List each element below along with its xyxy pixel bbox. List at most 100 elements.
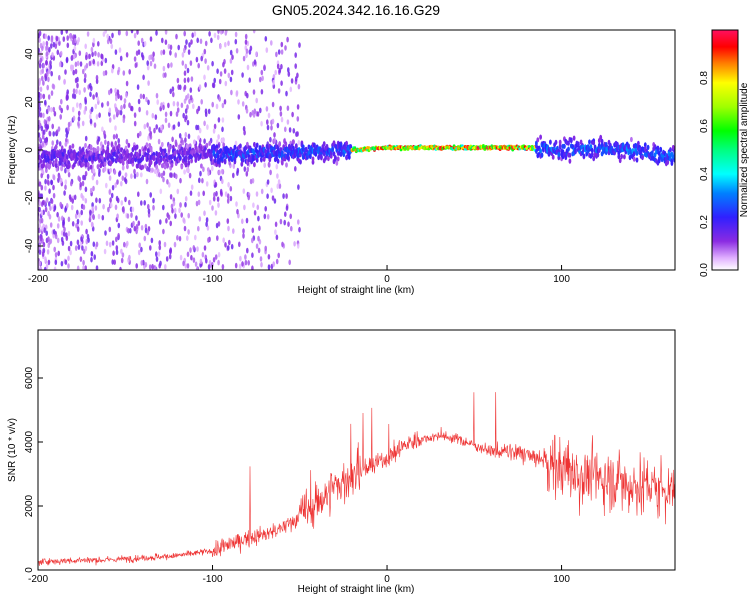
spectrogram-cell — [184, 137, 187, 143]
spectrogram-cell — [164, 30, 168, 35]
spectrogram-cell — [86, 233, 90, 240]
spectrogram-cell — [42, 112, 45, 119]
spectrogram-cell — [125, 52, 129, 58]
spectrogram-cell — [126, 149, 129, 155]
spectrogram-cell — [39, 235, 43, 242]
spectrogram-cell — [86, 31, 90, 37]
spectrogram-cell — [117, 143, 121, 149]
spectrogram-cell — [294, 166, 297, 172]
spectrogram-cell — [239, 143, 242, 149]
spectrogram-cell — [148, 264, 152, 270]
spectrogram-cell — [207, 264, 211, 270]
spectrogram-cell — [216, 34, 220, 41]
spectrogram-cell — [42, 41, 45, 47]
spectrogram-cell — [97, 41, 100, 47]
spectrogram-cell — [51, 140, 54, 146]
spectrogram-cell — [89, 210, 92, 216]
spectrogram-cell — [252, 202, 255, 208]
spectrogram-cell — [40, 184, 44, 191]
spectrogram-cell — [324, 155, 327, 161]
spectrogram-cell — [49, 60, 52, 66]
spectrogram-cell — [281, 241, 284, 248]
spectrogram-cell — [65, 95, 69, 101]
spectrogram-cell — [251, 227, 255, 234]
spectrogram-cell — [185, 114, 188, 121]
spectrogram-cell — [203, 120, 206, 127]
spectrogram-cell — [269, 136, 272, 143]
spectrogram-cell — [232, 163, 236, 169]
spectrogram-cell — [57, 250, 60, 257]
spectrogram-cell — [168, 253, 172, 260]
spectrogram-cell — [160, 172, 164, 179]
spectrogram-cell — [95, 197, 98, 203]
spectrogram-cell — [48, 130, 51, 137]
spectrogram-cell — [242, 55, 246, 62]
spectrogram-cell — [162, 170, 166, 176]
spectrogram-cell — [193, 31, 197, 37]
spectrogram-cell — [115, 245, 119, 251]
colorbar-tick-label: 0.8 — [699, 71, 710, 85]
spectrogram-cell — [284, 141, 288, 147]
spectrogram-cell — [229, 58, 233, 64]
spectrogram-cell — [671, 144, 675, 151]
spectrogram-cell — [253, 108, 257, 114]
spectrogram-cell — [217, 134, 220, 140]
spectrogram-cell — [48, 188, 51, 194]
spectrogram-cell — [288, 127, 292, 133]
spectrogram-cell — [241, 72, 244, 78]
spectrogram-cell — [106, 33, 109, 40]
spectrogram-cell — [46, 249, 50, 255]
spectrogram-cell — [280, 63, 283, 70]
spectrogram-cell — [176, 235, 179, 241]
spectrogram-cell — [65, 30, 68, 34]
spectrogram-cell — [286, 105, 290, 111]
spectrogram-cell — [242, 125, 246, 132]
spectrogram-cell — [40, 210, 44, 216]
spectrogram-cell — [345, 155, 348, 161]
spectrogram-cell — [142, 93, 145, 100]
spectrogram-cell — [128, 254, 131, 261]
spectrogram-cell — [279, 218, 283, 225]
spectrogram-cell — [284, 126, 287, 133]
spectrogram-cell — [64, 69, 67, 75]
spectrogram-cell — [153, 63, 157, 69]
spectrogram-cell — [169, 110, 173, 117]
spectrogram-cell — [261, 75, 264, 82]
spectrogram-cell — [275, 51, 278, 58]
spectrogram-cell — [180, 102, 184, 109]
spectrogram-cell — [189, 190, 193, 196]
spectrogram-cell — [60, 98, 63, 105]
spectrogram-cell — [64, 179, 68, 185]
spectrogram-cell — [55, 35, 59, 42]
spectrogram-cell — [206, 65, 210, 71]
spectrogram-cell — [143, 200, 146, 206]
spectrogram-cell — [572, 135, 576, 141]
spectrogram-cell — [205, 217, 209, 223]
spectrogram-cell — [48, 116, 51, 122]
spectrogram-cell — [50, 37, 54, 43]
spectrogram-cell — [557, 151, 561, 158]
spectrogram-cell — [138, 106, 141, 113]
spectrogram-cell — [272, 79, 275, 86]
spectrogram-cell — [189, 60, 193, 66]
spectrogram-cell — [113, 169, 117, 175]
spectrogram-cell — [45, 40, 49, 47]
spectrogram-cell — [160, 124, 163, 131]
spectrogram-cell — [189, 87, 193, 93]
spectrogram-cell — [116, 213, 119, 219]
spectrogram-cell — [213, 192, 216, 198]
spectrogram-cell — [296, 72, 299, 79]
spectrogram-cell — [158, 244, 162, 251]
spectrogram-cell — [115, 249, 119, 256]
spectrogram-cell — [184, 131, 188, 138]
spectrogram-cell — [149, 146, 153, 152]
spectrogram-cell — [200, 163, 203, 169]
spectrogram-cell — [259, 256, 263, 262]
spectrogram-cell — [245, 171, 249, 177]
spectrogram-cell — [211, 101, 214, 108]
spectrogram-cell — [200, 55, 203, 62]
spectrogram-cell — [72, 34, 75, 40]
spectrogram-cell — [103, 130, 106, 136]
spectrogram-cell — [188, 42, 191, 48]
spectrogram-cell — [618, 157, 622, 164]
